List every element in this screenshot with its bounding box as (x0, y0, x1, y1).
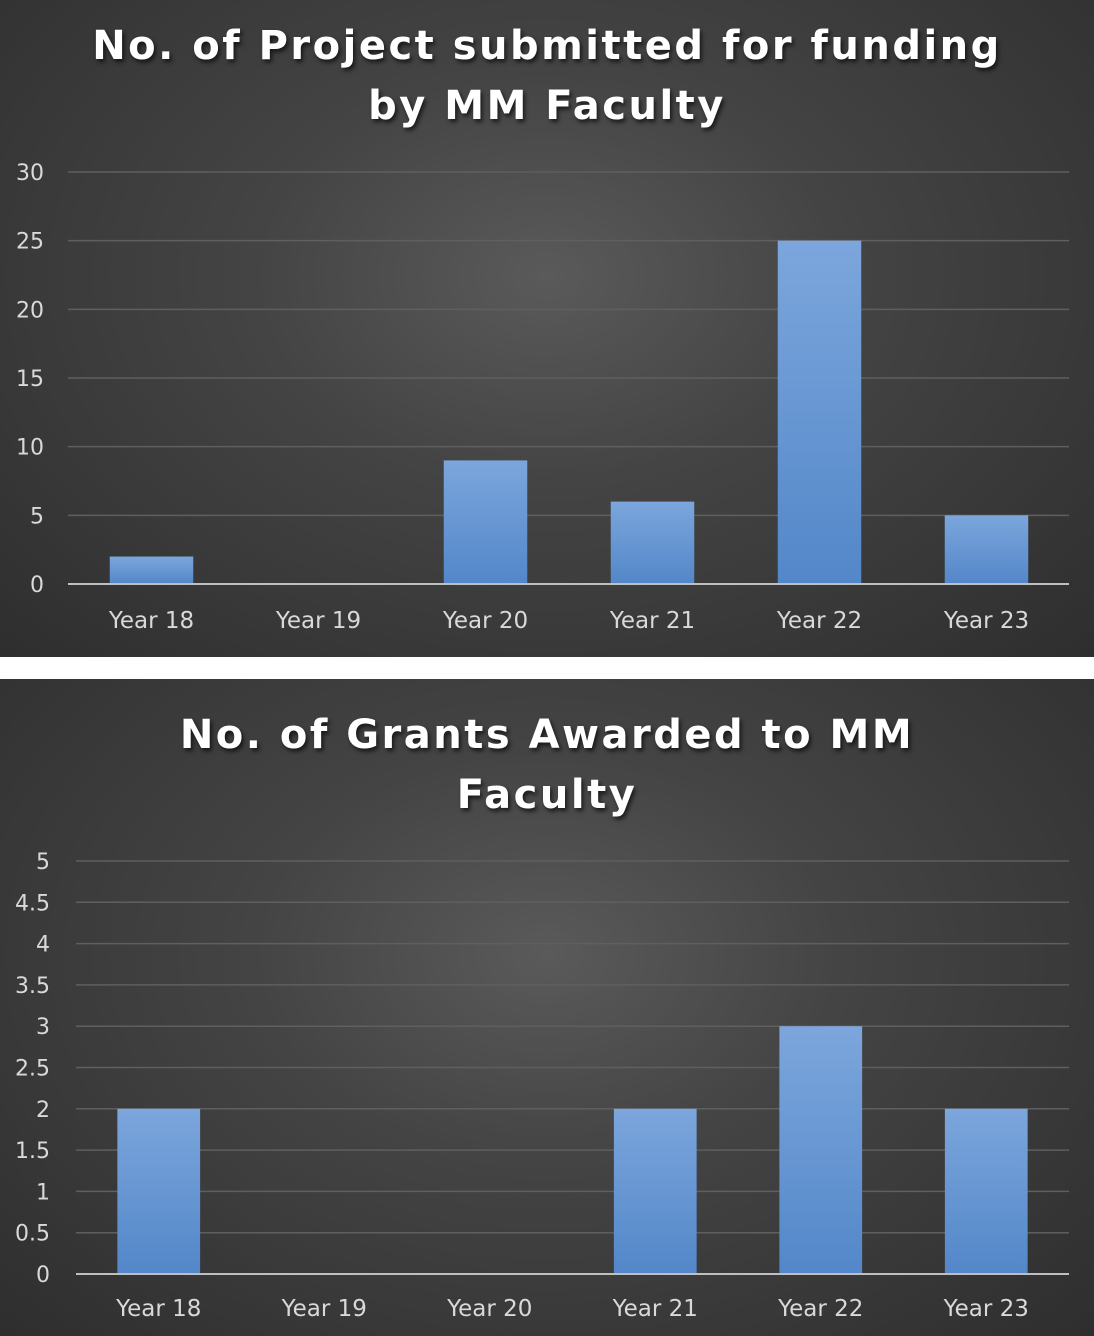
bar (109, 556, 194, 584)
y-tick-label: 4 (36, 933, 50, 958)
bar (777, 240, 862, 584)
y-tick-label: 2 (36, 1098, 50, 1123)
y-tick-label: 5 (36, 850, 50, 875)
x-category-label: Year 18 (115, 1296, 201, 1322)
y-tick-label: 4.5 (15, 891, 50, 916)
y-tick-label: 0 (30, 573, 44, 598)
x-category-label: Year 23 (943, 1296, 1029, 1322)
y-tick-label: 3.5 (15, 974, 50, 999)
chart-title-grants: No. of Grants Awarded to MM Faculty (0, 705, 1094, 825)
bar (613, 1108, 697, 1274)
x-category-label: Year 19 (275, 608, 361, 634)
y-tick-label: 15 (16, 367, 44, 392)
chart-title-line: No. of Project submitted for funding (92, 23, 1002, 69)
x-category-label: Year 21 (612, 1296, 698, 1322)
bar (610, 501, 695, 584)
chart-title-projects: No. of Project submitted for funding by … (0, 16, 1094, 136)
x-category-label: Year 21 (609, 608, 695, 634)
bar (117, 1108, 201, 1274)
y-tick-label: 0.5 (15, 1222, 50, 1247)
bar (944, 1108, 1028, 1274)
y-tick-label: 0 (36, 1263, 50, 1288)
bar (779, 1026, 863, 1274)
y-tick-label: 2.5 (15, 1057, 50, 1082)
chart-title-line: Faculty (456, 772, 638, 818)
y-tick-label: 5 (30, 504, 44, 529)
chart-title-line: by MM Faculty (368, 83, 726, 129)
y-tick-label: 30 (16, 161, 44, 186)
x-category-label: Year 18 (108, 608, 194, 634)
x-category-label: Year 20 (446, 1296, 532, 1322)
y-tick-label: 1.5 (15, 1139, 50, 1164)
y-tick-label: 1 (36, 1180, 50, 1205)
chart-title-line: No. of Grants Awarded to MM (179, 712, 915, 758)
bar (443, 460, 528, 584)
x-category-label: Year 20 (442, 608, 528, 634)
y-tick-label: 10 (16, 436, 44, 461)
x-category-label: Year 23 (943, 608, 1029, 634)
x-category-label: Year 22 (776, 608, 862, 634)
x-category-label: Year 19 (281, 1296, 367, 1322)
y-tick-label: 25 (16, 230, 44, 255)
chart-panel-projects (0, 0, 1094, 657)
y-tick-label: 20 (16, 298, 44, 323)
x-category-label: Year 22 (777, 1296, 863, 1322)
y-tick-label: 3 (36, 1015, 50, 1040)
bar (944, 515, 1029, 584)
